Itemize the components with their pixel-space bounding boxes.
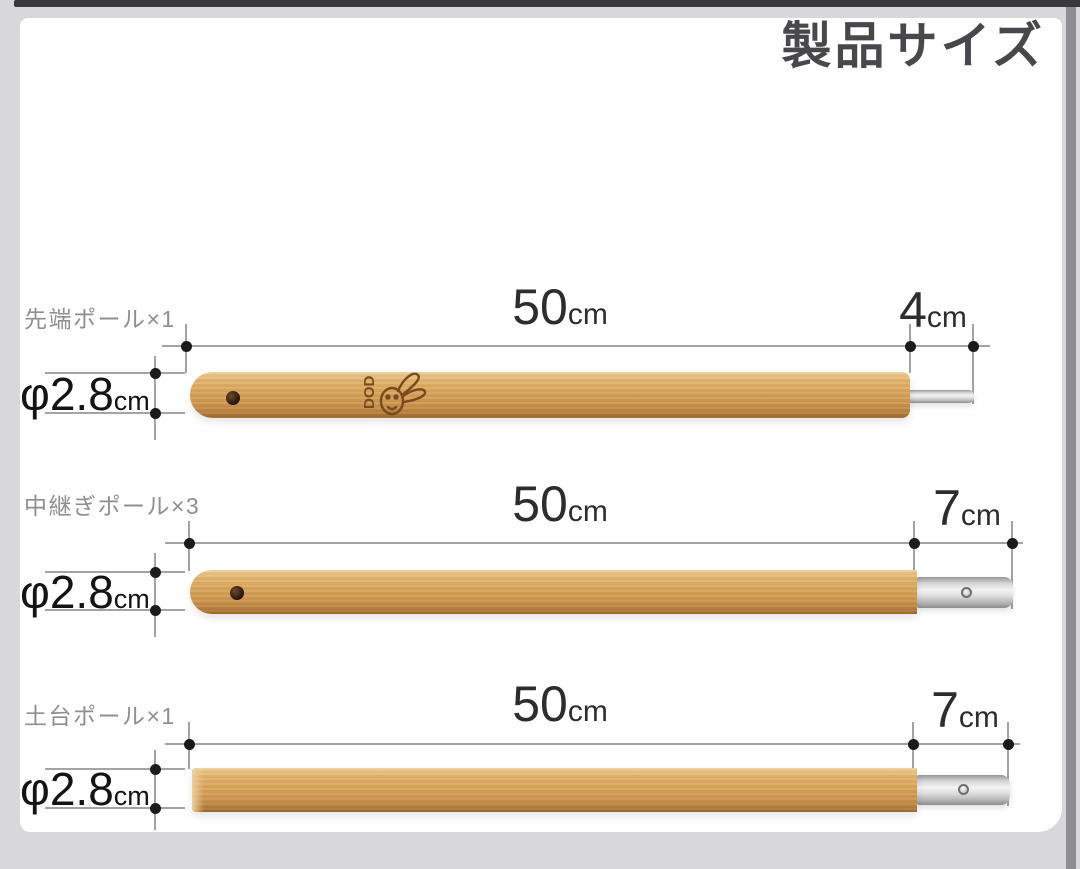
- pole-pin-hole: [230, 586, 244, 600]
- dimension-line-v: [1007, 722, 1009, 806]
- wood-pole-body: [190, 570, 917, 614]
- white-content-panel: [20, 18, 1062, 832]
- length-value: 50: [512, 676, 568, 732]
- dod-rabbit-logo: DOD: [361, 372, 427, 416]
- metal-sleeve-connector: [917, 775, 1010, 805]
- top-border-bar: [14, 0, 1080, 7]
- tip-dimension-label: 4cm: [873, 284, 993, 344]
- length-unit: cm: [567, 495, 608, 528]
- length-dimension-label: 50cm: [460, 678, 660, 738]
- pole-name-label: 中継ぎポール×3: [24, 493, 201, 519]
- tip-value: 7: [933, 480, 961, 536]
- dimension-dot: [149, 407, 161, 419]
- diameter-tick-h: [45, 609, 185, 611]
- diameter-tick-h: [45, 768, 185, 770]
- diameter-line-v: [154, 356, 156, 440]
- page-title: 製品サイズ: [781, 18, 1045, 74]
- dod-logo-text: DOD: [361, 376, 378, 410]
- dimension-dot: [908, 537, 920, 549]
- tip-dimension-label: 7cm: [907, 482, 1027, 542]
- diameter-unit: cm: [113, 386, 150, 416]
- dimension-dot: [1006, 537, 1018, 549]
- diameter-label: φ2.8cm: [20, 762, 150, 823]
- dimension-dot: [149, 566, 161, 578]
- length-unit: cm: [567, 695, 608, 728]
- dimension-dot: [149, 802, 161, 814]
- diameter-line-v: [154, 553, 156, 637]
- diameter-value: φ2.8: [20, 368, 114, 420]
- dimension-dot: [183, 537, 195, 549]
- length-dimension-label: 50cm: [460, 281, 660, 341]
- spring-button: [958, 784, 969, 795]
- pole-name-label: 先端ポール×1: [24, 306, 176, 332]
- pole-pin-hole: [226, 391, 240, 405]
- diameter-label: φ2.8cm: [20, 565, 150, 626]
- spring-button: [961, 587, 972, 598]
- dimension-line-v: [972, 324, 974, 404]
- dimension-dot: [183, 738, 195, 750]
- metal-sleeve-connector: [917, 577, 1013, 608]
- dimension-line-h: [162, 345, 990, 347]
- dimension-dot: [149, 763, 161, 775]
- dimension-line-v: [1011, 521, 1013, 609]
- end-grain-face: [192, 768, 204, 812]
- dimension-dot: [149, 604, 161, 616]
- dimension-dot: [904, 340, 916, 352]
- length-unit: cm: [567, 298, 608, 331]
- length-value: 50: [512, 476, 568, 532]
- dimension-line-v: [913, 521, 915, 578]
- pole-name-label: 土台ポール×1: [24, 703, 176, 729]
- wood-pole-body: [190, 372, 910, 418]
- tip-unit: cm: [926, 301, 967, 334]
- tip-dimension-label: 7cm: [905, 684, 1025, 744]
- tip-value: 4: [899, 282, 927, 338]
- tip-value: 7: [931, 682, 959, 738]
- diameter-unit: cm: [113, 781, 150, 811]
- dimension-line-h: [165, 542, 1023, 544]
- diameter-tick-h: [45, 372, 185, 374]
- dimension-dot: [907, 738, 919, 750]
- length-dimension-label: 50cm: [460, 478, 660, 538]
- diameter-line-v: [154, 750, 156, 830]
- wood-pole-body: [192, 768, 917, 812]
- diameter-tick-h: [45, 807, 185, 809]
- tip-unit: cm: [960, 499, 1001, 532]
- dimension-line-h: [165, 743, 1020, 745]
- dimension-dot: [149, 367, 161, 379]
- diameter-tick-h: [45, 412, 185, 414]
- tip-unit: cm: [958, 701, 999, 734]
- length-value: 50: [512, 279, 568, 335]
- adjacent-image-edge: [1066, 7, 1076, 869]
- metal-tip-spigot: [906, 390, 974, 403]
- diameter-value: φ2.8: [20, 763, 114, 815]
- diameter-label: φ2.8cm: [20, 367, 150, 428]
- dimension-dot: [967, 340, 979, 352]
- dimension-dot: [1002, 738, 1014, 750]
- dimension-dot: [180, 340, 192, 352]
- diameter-tick-h: [45, 571, 185, 573]
